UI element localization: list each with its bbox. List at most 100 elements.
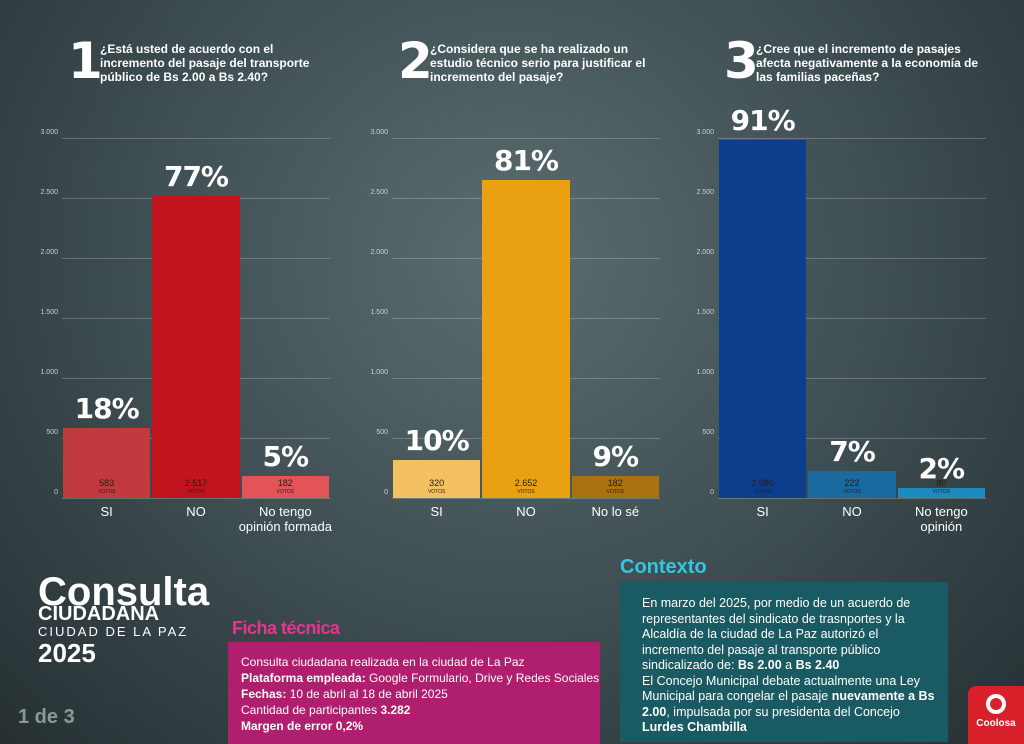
y-tick-label: 2.000 <box>696 249 714 256</box>
bar <box>897 488 985 498</box>
ficha-text: Cantidad de participantes <box>241 703 381 717</box>
question-number: 3 <box>724 32 759 90</box>
contexto-paragraph: En marzo del 2025, por medio de un acuer… <box>642 596 938 674</box>
votes-unit: VOTOS <box>932 489 951 495</box>
y-tick-label: 500 <box>46 429 58 436</box>
percentage-label: 5% <box>262 440 310 474</box>
bar <box>152 195 240 498</box>
ficha-title: Ficha técnica <box>232 618 340 638</box>
votes-unit: VOTOS <box>517 489 535 495</box>
grid-line <box>62 138 330 139</box>
x-tick-label: No tengo opinión <box>914 504 968 534</box>
percentage-label: 7% <box>829 435 876 469</box>
percentage-label: 18% <box>74 392 140 426</box>
contexto-text: El Concejo Municipal debate actualmente … <box>642 673 920 704</box>
votes-unit: VOTOS <box>843 489 861 495</box>
bar <box>482 179 570 498</box>
percentage-label: 81% <box>493 143 559 177</box>
brand-subtitle: CIUDADANA <box>38 603 160 625</box>
contexto-paragraph: El Concejo Municipal debate actualmente … <box>642 674 938 736</box>
votes-unit: VOTOS <box>187 489 205 495</box>
votes-unit: VOTOS <box>606 489 625 495</box>
question-title: ¿Está usted de acuerdo con el incremento… <box>100 42 310 84</box>
grid-line <box>718 378 986 379</box>
contexto-text: Bs 2.40 <box>795 658 840 672</box>
grid-line <box>392 498 660 499</box>
contexto-text: a <box>781 658 796 672</box>
contexto-text: nuevamente a Bs 2.00 <box>642 689 935 719</box>
question-number: 1 <box>68 32 103 90</box>
y-tick-label: 0 <box>710 489 714 496</box>
contexto-text: Bs 2.00 <box>737 658 782 672</box>
y-tick-label: 500 <box>376 429 388 436</box>
grid-line <box>718 198 986 199</box>
brand-year: 2025 <box>38 638 96 668</box>
votes-unit: VOTOS <box>276 489 295 495</box>
ficha-text: 3.282 <box>380 703 411 717</box>
question-title: ¿Cree que el incremento de pasajes afect… <box>756 42 979 84</box>
y-tick-label: 1.000 <box>40 369 58 376</box>
x-tick-label: No lo sé <box>591 504 640 519</box>
x-tick-label: NO <box>842 504 862 519</box>
contexto-text: Lurdes Chambilla <box>642 720 747 734</box>
vote-count: 2.517 <box>184 478 208 488</box>
vote-count: 222 <box>844 478 860 488</box>
bar <box>393 459 481 498</box>
votes-unit: VOTOS <box>753 489 772 495</box>
contexto-title: Contexto <box>620 556 707 578</box>
percentage-label: 77% <box>163 159 229 193</box>
vote-count: 2.652 <box>514 478 538 488</box>
y-tick-label: 3.000 <box>40 129 58 136</box>
votes-unit: VOTOS <box>427 489 446 495</box>
bar <box>808 471 896 498</box>
y-tick-label: 2.500 <box>40 189 58 196</box>
ficha-text: Google Formulario, Drive y Redes Sociale… <box>365 671 600 685</box>
y-tick-label: 2.000 <box>40 249 58 256</box>
grid-line <box>718 498 986 499</box>
percentage-label: 9% <box>592 440 640 474</box>
y-tick-label: 2.500 <box>370 189 388 196</box>
y-tick-label: 1.000 <box>370 369 388 376</box>
ficha-line: Fechas: 10 de abril al 18 de abril 2025 <box>241 686 600 702</box>
page-number: 1 de 3 <box>18 706 75 728</box>
x-tick-label: No tengo opinión formada <box>238 504 332 534</box>
contexto-box: En marzo del 2025, por medio de un acuer… <box>620 582 948 742</box>
logo-text: Coolosa <box>976 718 1016 729</box>
y-tick-label: 0 <box>384 489 388 496</box>
grid-line <box>62 498 330 499</box>
ficha-text: Plataforma empleada: <box>241 671 366 685</box>
x-tick-label: NO <box>186 504 206 519</box>
contexto-text: En marzo del 2025, por medio de un acuer… <box>642 596 911 672</box>
y-tick-label: 0 <box>54 489 58 496</box>
question-title: ¿Considera que se ha realizado un estudi… <box>430 42 646 84</box>
logo: Coolosa <box>968 686 1024 744</box>
vote-count: 182 <box>607 478 623 488</box>
ficha-box: Consulta ciudadana realizada en la ciuda… <box>228 642 600 744</box>
question-number: 2 <box>398 32 433 90</box>
bar <box>719 140 807 498</box>
y-tick-label: 500 <box>702 429 714 436</box>
bar <box>571 476 659 498</box>
ficha-line: Margen de error 0,2% <box>241 718 600 734</box>
contexto-text: , impulsada por su presidenta del Concej… <box>666 704 900 719</box>
vote-count: 182 <box>277 478 293 488</box>
brand-city: CIUDAD DE LA PAZ <box>38 624 189 639</box>
votes-unit: VOTOS <box>97 489 116 495</box>
ficha-line: Cantidad de participantes 3.282 <box>241 702 600 718</box>
x-tick-label: SI <box>756 504 769 519</box>
grid-line <box>718 318 986 319</box>
vote-count: 583 <box>99 478 115 488</box>
grid-line <box>392 138 660 139</box>
ficha-text: Consulta ciudadana realizada en la ciuda… <box>241 655 525 669</box>
y-tick-label: 1.500 <box>696 309 714 316</box>
y-tick-label: 3.000 <box>696 129 714 136</box>
ficha-text: Margen de error 0,2% <box>241 719 364 733</box>
ficha-text: 10 de abril al 18 de abril 2025 <box>286 687 448 701</box>
percentage-label: 2% <box>918 452 966 486</box>
y-tick-label: 2.000 <box>370 249 388 256</box>
percentage-label: 91% <box>730 104 796 138</box>
ficha-text: Fechas: <box>241 687 287 701</box>
bar <box>63 428 151 498</box>
x-tick-label: NO <box>516 504 536 519</box>
